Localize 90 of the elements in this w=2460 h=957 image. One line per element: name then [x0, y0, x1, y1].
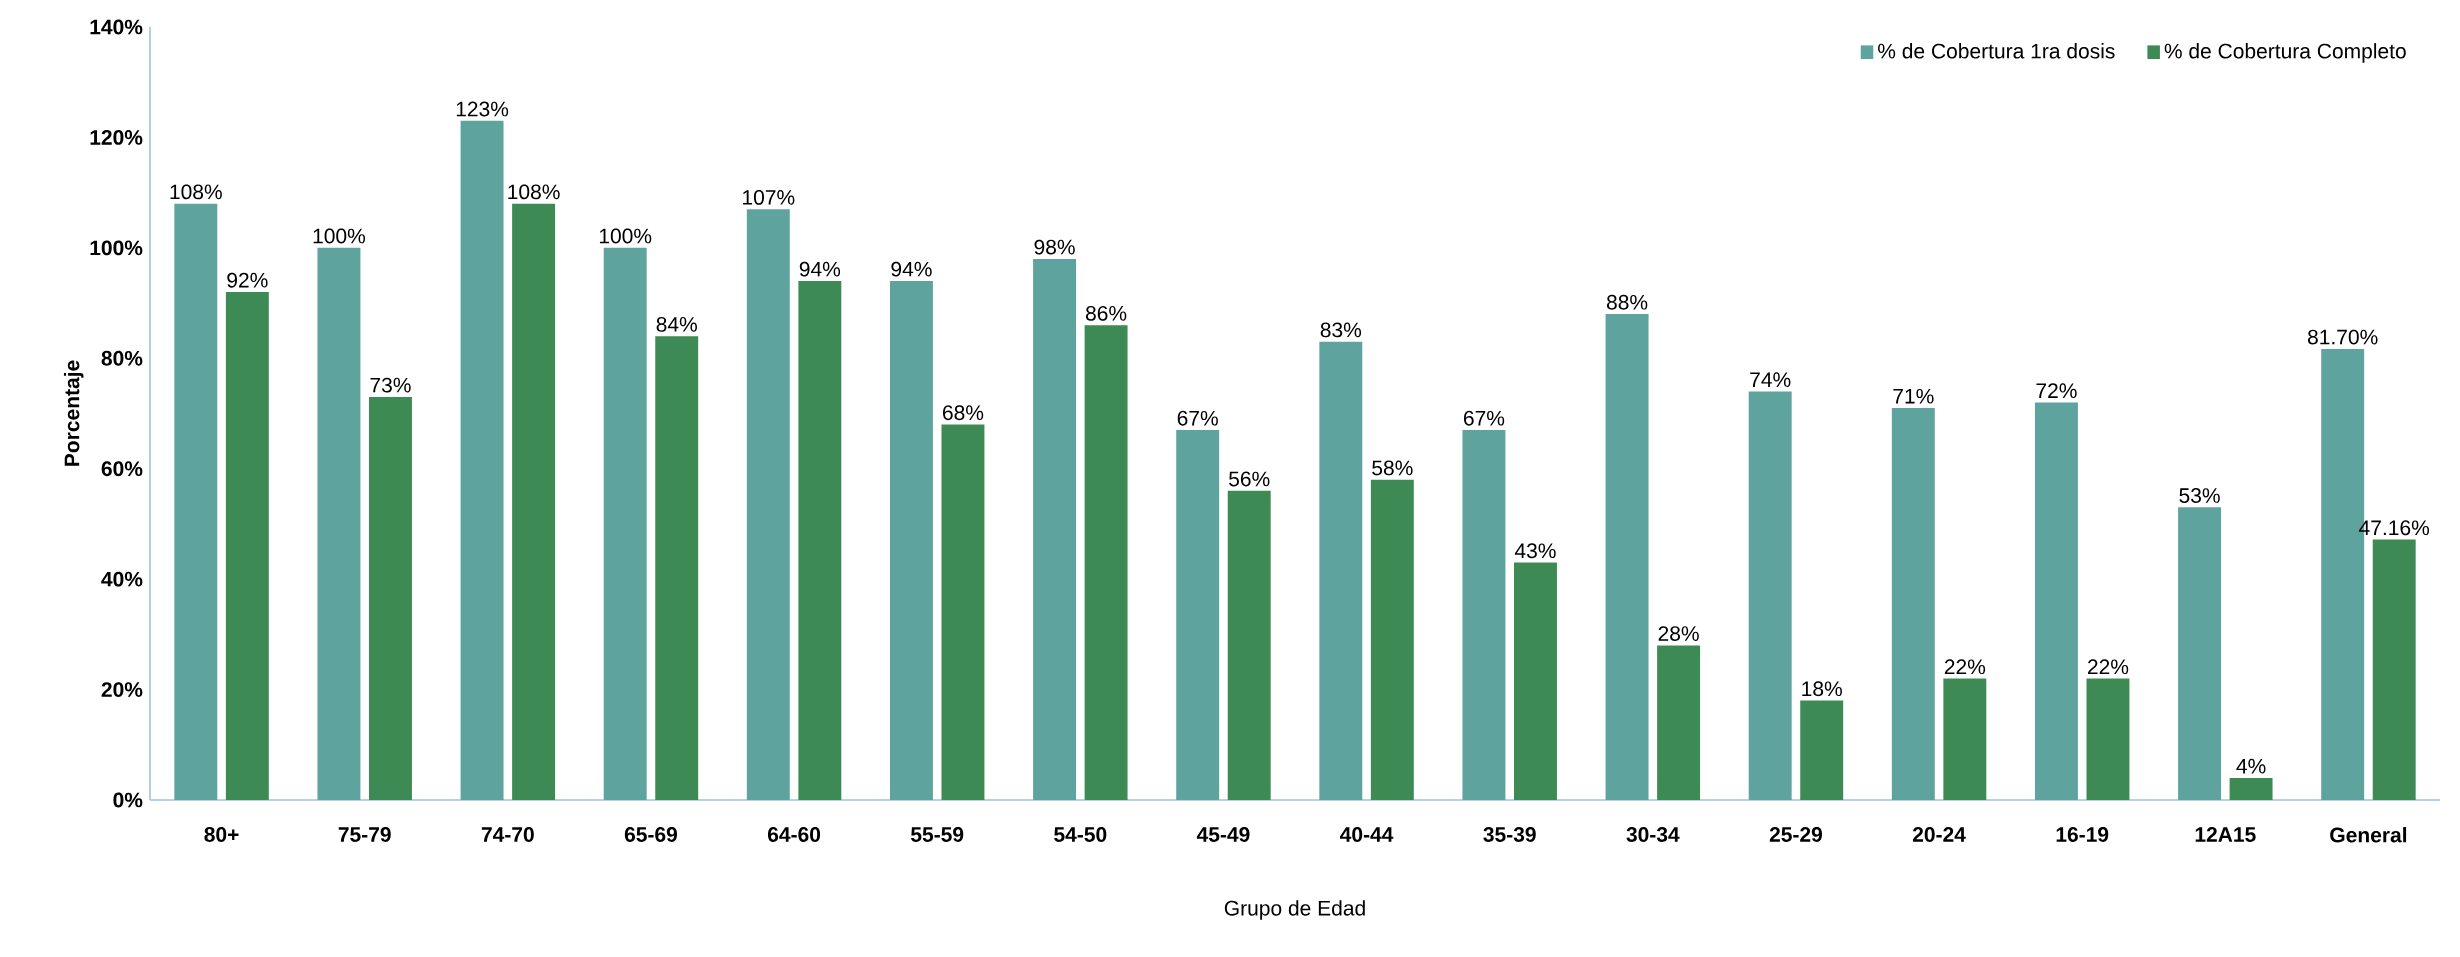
bar: [941, 424, 985, 800]
data-label: 98%: [1034, 239, 1075, 255]
data-label: 92%: [227, 272, 268, 288]
data-label: 100%: [313, 228, 366, 244]
bar: [174, 203, 218, 800]
data-label: 123%: [456, 101, 509, 117]
bar: [225, 292, 269, 800]
data-label: 83%: [1320, 322, 1362, 338]
data-label: 74%: [1750, 372, 1791, 387]
bar: [1370, 479, 1414, 800]
data-label: 22%: [2088, 659, 2129, 675]
x-tick-label: 54-50: [1054, 827, 1107, 842]
data-label: 53%: [2179, 488, 2220, 503]
data-label: 56%: [1229, 471, 1270, 487]
data-label: 67%: [1177, 410, 1218, 426]
x-tick-label: 25-29: [1769, 827, 1822, 842]
y-tick-label: 120%: [90, 129, 143, 145]
data-label: 100%: [599, 228, 652, 244]
data-label: 68%: [943, 405, 984, 421]
data-label: 86%: [1085, 305, 1127, 321]
data-label: 94%: [891, 261, 932, 277]
x-tick-label: 74-70: [481, 827, 534, 842]
bar: [1319, 341, 1363, 800]
bar: [460, 120, 504, 800]
bar: [512, 203, 556, 800]
y-axis-title: Porcentaje: [63, 360, 84, 466]
bar: [2086, 678, 2130, 800]
data-label: 18%: [1802, 681, 1842, 697]
bar: [1891, 407, 1935, 800]
bar: [1227, 490, 1271, 800]
bar: [1084, 325, 1128, 800]
data-label: 67%: [1463, 410, 1505, 426]
y-tick-label: 20%: [101, 682, 143, 697]
bar: [368, 396, 412, 800]
bar: [1605, 314, 1649, 800]
data-label: 71%: [1893, 388, 1934, 404]
legend-label: % de Cobertura Completo: [2164, 43, 2406, 63]
x-tick-label: 12A15: [2195, 827, 2256, 842]
y-tick-label: 40%: [101, 571, 143, 587]
bar: [2229, 777, 2273, 800]
bar: [746, 209, 790, 800]
x-axis-title: Grupo de Edad: [1224, 900, 1365, 920]
x-tick-label: General: [2330, 827, 2407, 843]
bar: [603, 247, 647, 800]
data-label: 4%: [2236, 758, 2266, 774]
data-label: 22%: [1944, 659, 1986, 675]
bar: [1033, 258, 1077, 800]
bar: [655, 336, 699, 800]
data-label: 108%: [170, 184, 222, 200]
data-label: 58%: [1372, 460, 1413, 476]
bar: [1176, 430, 1220, 800]
data-label: 88%: [1606, 294, 1648, 310]
data-label: 84%: [656, 316, 697, 332]
y-tick-label: 60%: [101, 461, 143, 477]
x-tick-label: 75-79: [338, 827, 391, 842]
data-label: 28%: [1658, 626, 1699, 641]
y-tick-label: 0%: [113, 792, 143, 808]
bar: [1513, 562, 1557, 800]
data-label: 72%: [2036, 383, 2077, 399]
data-label: 94%: [799, 261, 841, 277]
data-label: 81.70%: [2307, 329, 2378, 345]
bar: [2178, 507, 2222, 800]
bar: [1462, 430, 1506, 800]
x-tick-label: 45-49: [1196, 827, 1250, 842]
x-tick-label: 35-39: [1483, 827, 1536, 842]
x-tick-label: 55-59: [911, 827, 964, 842]
y-tick-label: 140%: [90, 19, 143, 35]
data-label: 43%: [1514, 543, 1556, 559]
x-tick-label: 20-24: [1912, 827, 1966, 842]
x-tick-label: 40-44: [1340, 827, 1394, 842]
x-tick-label: 65-69: [624, 827, 677, 842]
x-tick-label: 64-60: [767, 827, 821, 842]
data-label: 108%: [508, 184, 560, 200]
y-tick-label: 100%: [90, 240, 143, 256]
bar: [1943, 678, 1987, 800]
bar: [889, 280, 933, 800]
legend-label: % de Cobertura 1ra dosis: [1878, 43, 2115, 59]
data-label: 73%: [370, 377, 411, 393]
x-tick-label: 30-34: [1626, 827, 1680, 842]
bar: [2034, 402, 2078, 800]
bar: [1800, 700, 1844, 800]
bar: [2372, 539, 2416, 800]
bar: [1748, 391, 1792, 800]
x-tick-label: 80+: [204, 827, 239, 842]
bar: [317, 247, 361, 800]
bar: [798, 280, 842, 800]
data-label: 107%: [743, 189, 795, 205]
y-tick-label: 80%: [101, 350, 143, 366]
bar: [1657, 645, 1701, 800]
x-tick-label: 16-19: [2056, 827, 2109, 842]
